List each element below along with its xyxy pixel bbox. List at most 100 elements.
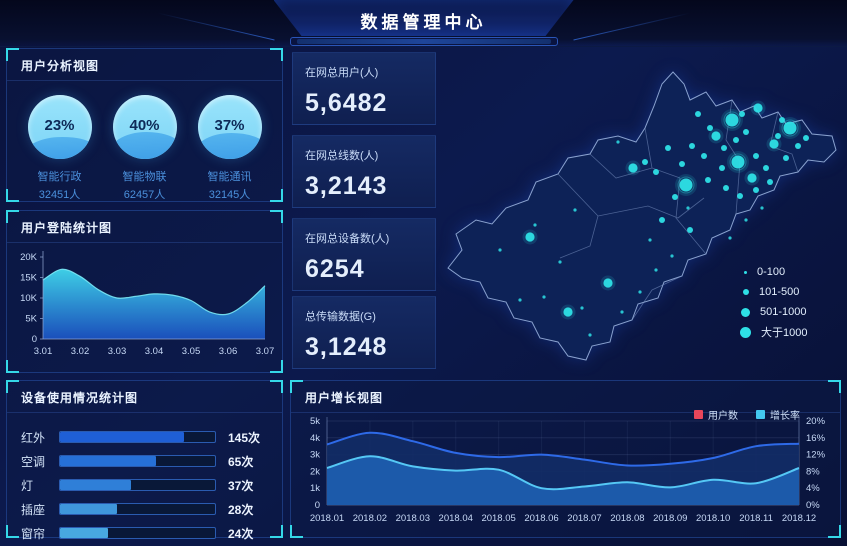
- stat-label: 在网总设备数(人): [305, 233, 390, 245]
- stat-card-total-users: 在网总用户(人) 5,6482: [292, 52, 436, 125]
- svg-text:0: 0: [32, 334, 37, 345]
- legend-label: 增长率: [770, 411, 800, 422]
- bar-fill: [60, 504, 118, 514]
- panel-title-user-analysis: 用户分析视图: [7, 49, 282, 81]
- panel-login-stats: 用户登陆统计图 0 5K 10K 15K 20K 3.01 3.02 3.03 3.04 3.05…: [6, 210, 283, 373]
- gauge-wave: [197, 130, 262, 159]
- svg-text:2018.11: 2018.11: [739, 513, 773, 524]
- panel-title-device-usage: 设备使用情况统计图: [7, 381, 282, 413]
- header: 数据管理中心: [0, 0, 847, 47]
- svg-text:2018.12: 2018.12: [782, 513, 816, 524]
- bar-row-ac: 空调 65次: [21, 449, 268, 473]
- gauge-label: 智能行政: [37, 171, 82, 183]
- svg-text:3.02: 3.02: [71, 346, 90, 357]
- stat-label: 在网总用户(人): [305, 67, 379, 79]
- liquid-gauge: 40%: [112, 95, 177, 159]
- svg-text:2018.01: 2018.01: [310, 513, 344, 524]
- legend-label: 用户数: [708, 411, 738, 422]
- growth-line-chart: 0 0% 1k 4% 2k 8% 3k 12% 4k 16% 5k 20% 2018.01 2018.02…: [310, 416, 826, 524]
- bar-row-light: 灯 37次: [21, 473, 268, 497]
- svg-text:4k: 4k: [310, 433, 320, 444]
- gauge-count: 32145人: [208, 189, 251, 201]
- gauge-row: 23% 智能行政 32451人 40% 智能物联 62457人 37% 智能通讯: [7, 81, 282, 202]
- legend-item-101-500: 101-500: [740, 286, 807, 298]
- gauge-item-admin: 23% 智能行政 32451人: [20, 95, 100, 202]
- bar-fill: [60, 480, 132, 490]
- svg-text:2018.07: 2018.07: [567, 513, 601, 524]
- gauge-wave: [27, 134, 92, 159]
- legend-item-growth-rate[interactable]: 增长率: [756, 407, 800, 422]
- svg-text:2018.03: 2018.03: [396, 513, 430, 524]
- svg-text:5K: 5K: [25, 314, 37, 325]
- panel-title-user-growth: 用户增长视图: [291, 381, 840, 413]
- svg-text:2018.06: 2018.06: [524, 513, 558, 524]
- bar-track: [59, 527, 216, 539]
- bar-value: 145次: [228, 430, 261, 445]
- gauge-label: 智能物联: [122, 171, 167, 183]
- gauge-item-iot: 40% 智能物联 62457人: [105, 95, 185, 202]
- svg-text:20K: 20K: [20, 252, 38, 263]
- bar-label: 窗帘: [21, 526, 46, 541]
- gauge-percent: 37%: [214, 117, 245, 135]
- svg-text:3.01: 3.01: [34, 346, 53, 357]
- stat-card-total-lines: 在网总线数(人) 3,2143: [292, 135, 436, 208]
- bar-value: 37次: [228, 478, 254, 493]
- bar-track: [59, 479, 216, 491]
- header-underbar: [289, 37, 558, 46]
- bar-track: [59, 455, 216, 467]
- gauge-count: 32451人: [38, 189, 81, 201]
- stat-card-total-data: 总传输数据(G) 3,1248: [292, 296, 436, 369]
- login-area-chart: 0 5K 10K 15K 20K 3.01 3.02 3.03 3.04 3.05 3.06 3.07: [20, 251, 274, 357]
- svg-text:3k: 3k: [310, 450, 320, 461]
- legend-swatch-growth-rate: [756, 410, 765, 419]
- bar-fill: [60, 456, 157, 466]
- panel-title-login-stats: 用户登陆统计图: [7, 211, 282, 243]
- svg-text:3.06: 3.06: [219, 346, 238, 357]
- panel-user-growth: 用户增长视图 用户数 增长率 0 0% 1k 4% 2k 8% 3k 12% 4k 16% 5k 20…: [290, 380, 841, 538]
- map-legend: 0-100 101-500 501-1000 大于1000: [740, 266, 807, 339]
- bar-track: [59, 431, 216, 443]
- bar-fill: [60, 528, 109, 538]
- device-bar-chart: 红外 145次 空调 65次 灯 37次 插座 28次 窗帘: [7, 413, 282, 545]
- svg-text:3.04: 3.04: [145, 346, 164, 357]
- dot-icon: [741, 307, 750, 317]
- svg-text:3.03: 3.03: [108, 346, 127, 357]
- stat-value: 5,6482: [305, 89, 388, 117]
- bar-track: [59, 503, 216, 515]
- legend-item-501-1000: 501-1000: [740, 306, 807, 318]
- svg-text:1k: 1k: [310, 483, 320, 494]
- svg-text:12%: 12%: [806, 450, 826, 461]
- bar-fill: [60, 432, 184, 442]
- svg-text:15K: 15K: [20, 273, 38, 284]
- page-title: 数据管理中心: [360, 13, 487, 32]
- stat-value: 3,1248: [305, 333, 388, 361]
- legend-item-users[interactable]: 用户数: [694, 407, 738, 422]
- stat-label: 总传输数据(G): [305, 311, 376, 323]
- svg-text:2018.05: 2018.05: [481, 513, 515, 524]
- dot-icon: [740, 326, 751, 338]
- panel-device-usage: 设备使用情况统计图 红外 145次 空调 65次 灯 37次 插座 28次: [6, 380, 283, 541]
- stat-value: 3,2143: [305, 172, 388, 200]
- liquid-gauge: 23%: [27, 95, 92, 159]
- gauge-percent: 40%: [129, 117, 160, 135]
- svg-text:8%: 8%: [806, 466, 820, 477]
- gauge-item-comm: 37% 智能通讯 32145人: [190, 95, 270, 202]
- bar-row-curtain: 窗帘 24次: [21, 521, 268, 545]
- panel-user-analysis: 用户分析视图 23% 智能行政 32451人 40% 智能物联 62457人: [6, 48, 283, 202]
- svg-text:2018.10: 2018.10: [696, 513, 730, 524]
- map-scatter-points: [498, 100, 809, 337]
- liquid-gauge: 37%: [197, 95, 262, 159]
- stat-label: 在网总线数(人): [305, 150, 379, 162]
- legend-item-gt-1000: 大于1000: [740, 326, 807, 339]
- svg-text:2018.02: 2018.02: [353, 513, 387, 524]
- dot-icon: [744, 270, 747, 274]
- svg-text:5k: 5k: [310, 416, 320, 427]
- region-map: 0-100 101-500 501-1000 大于1000: [440, 50, 840, 375]
- svg-text:16%: 16%: [806, 433, 826, 444]
- svg-text:2018.09: 2018.09: [653, 513, 687, 524]
- bar-value: 65次: [228, 454, 254, 469]
- svg-text:0%: 0%: [806, 500, 820, 511]
- svg-text:3.05: 3.05: [182, 346, 201, 357]
- bar-value: 28次: [228, 502, 254, 517]
